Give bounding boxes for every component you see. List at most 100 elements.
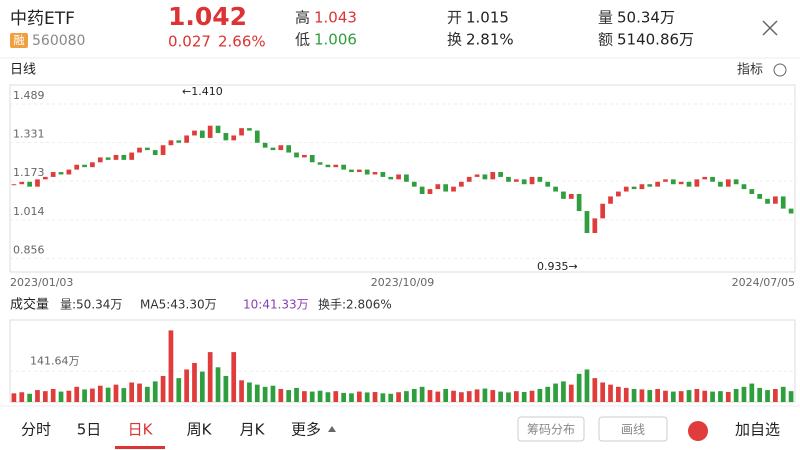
volume-bar [576, 373, 582, 402]
more-arrow [328, 426, 336, 432]
volume-bar [199, 371, 205, 402]
volume-bar [482, 388, 488, 402]
candle [663, 179, 668, 182]
candle [247, 128, 252, 131]
volume-legend: MA5:43.30万 [140, 298, 217, 312]
volume-bar [341, 392, 346, 402]
info-icon[interactable] [773, 63, 787, 77]
volume-bar [160, 375, 166, 402]
candle [74, 164, 80, 170]
candle [113, 154, 119, 160]
candle [725, 179, 731, 187]
volume-bar [356, 391, 362, 402]
label: 高 [295, 9, 310, 27]
candle [600, 203, 606, 219]
candle [223, 133, 229, 141]
volume-frame [9, 319, 796, 403]
add-watchlist[interactable]: 加自选 [735, 421, 780, 439]
volume-bar [459, 392, 464, 402]
volume-bar [317, 390, 323, 402]
tab[interactable]: 日K [128, 421, 154, 439]
volume-bar [411, 388, 417, 402]
candle [286, 145, 292, 153]
label: 低 [295, 31, 310, 49]
y-tick-label: 1.331 [13, 128, 45, 141]
volume-bar [168, 330, 174, 402]
record-button[interactable] [688, 421, 708, 441]
date-label: 2023/10/09 [371, 276, 434, 289]
date-label: 2023/01/03 [10, 276, 73, 289]
tab[interactable]: 月K [240, 421, 266, 439]
volume-bar [364, 392, 370, 402]
volume-bar [176, 378, 182, 402]
volume-bar [184, 369, 189, 402]
volume-bar [372, 392, 378, 402]
tab[interactable]: 更多 [291, 421, 321, 439]
tab[interactable]: 周K [187, 421, 213, 439]
candle [710, 176, 715, 182]
candle [482, 174, 488, 180]
candle [608, 196, 613, 204]
volume-bar [270, 385, 276, 402]
volume-bar [247, 382, 252, 402]
candle [404, 174, 409, 182]
candle [207, 125, 213, 138]
volume-bar [192, 362, 197, 402]
volume-bar [105, 387, 111, 402]
candle [302, 154, 307, 158]
chips-button[interactable]: 筹码分布 [527, 423, 575, 437]
volume-bar [584, 369, 590, 402]
volume-bar [42, 391, 48, 402]
candle [325, 164, 331, 168]
candle [231, 135, 237, 141]
candle [466, 176, 472, 182]
tab[interactable]: 5日 [77, 421, 102, 439]
volume-legend: 量:50.34万 [60, 298, 122, 312]
candle [27, 181, 32, 187]
close-button[interactable] [762, 20, 778, 36]
candle [66, 169, 72, 175]
candle [105, 157, 111, 160]
candle [647, 184, 653, 187]
volume-bar [97, 385, 103, 402]
candle [474, 174, 480, 177]
volume-bar [655, 388, 660, 402]
volume-bar [521, 392, 527, 402]
button-frame[interactable] [517, 416, 585, 442]
button-frame[interactable] [598, 416, 668, 442]
candle [129, 152, 135, 160]
volume-bar [451, 390, 456, 402]
volume-bar [254, 384, 260, 402]
volume-bar [702, 390, 708, 402]
candle [623, 186, 629, 192]
candle [294, 152, 299, 158]
value: 1.015 [466, 9, 509, 27]
volume-bar [309, 391, 315, 402]
candle [388, 176, 394, 180]
volume-bar [608, 384, 613, 402]
volume-bar [623, 387, 629, 402]
candle [396, 174, 401, 180]
volume-bar [694, 388, 700, 402]
volume-bar [113, 384, 119, 402]
draw-button[interactable]: 画线 [621, 423, 645, 437]
volume-bar [600, 382, 606, 402]
volume-legend: 10:41.33万 [243, 298, 309, 312]
indicator[interactable]: 指标 [737, 63, 763, 78]
volume-bar [498, 391, 503, 402]
code: 560080 [32, 33, 85, 49]
label: 额 [598, 31, 613, 49]
candle [718, 181, 723, 187]
volume-bar [349, 393, 354, 402]
volume-bar [765, 390, 770, 402]
volume-bar [592, 378, 598, 402]
candle [686, 181, 692, 187]
value: 2.81% [466, 31, 514, 49]
badge-bg [10, 33, 28, 48]
volume-bar [82, 389, 87, 402]
tab[interactable]: 分时 [21, 421, 51, 439]
candle [537, 176, 543, 182]
value: 1.043 [314, 9, 357, 27]
